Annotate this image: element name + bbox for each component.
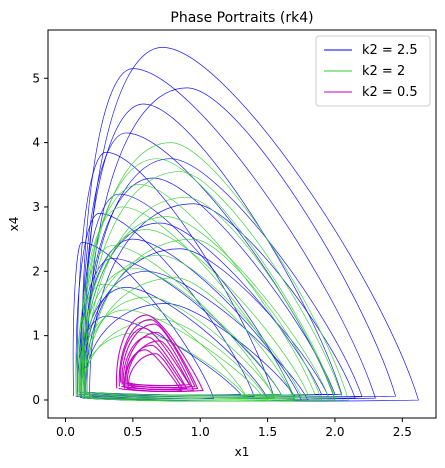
- orbit-line: [79, 332, 249, 400]
- orbit-line: [79, 267, 282, 396]
- legend-box: [315, 35, 431, 107]
- orbit-line: [85, 196, 336, 402]
- x-tick-label: 1.0: [191, 425, 210, 439]
- series-layer: [72, 47, 419, 402]
- orbit-line: [124, 349, 183, 392]
- x-axis-ticks: 0.0 0.5 1.0 1.5 2.0 2.5: [56, 418, 412, 439]
- orbit-line: [84, 277, 296, 402]
- x-axis-label: x1: [235, 445, 250, 459]
- x-tick-label: 2.5: [393, 425, 412, 439]
- legend: k2 = 2.5 k2 = 2 k2 = 0.5: [315, 35, 431, 107]
- series-2: [116, 314, 204, 392]
- legend-label: k2 = 2.5: [362, 43, 418, 58]
- orbit-line: [86, 87, 397, 398]
- x-tick-label: 0.5: [123, 425, 142, 439]
- plot-frame: [47, 29, 437, 419]
- orbit-line: [126, 340, 192, 389]
- y-axis-ticks: 0 1 2 3 4 5: [32, 71, 48, 407]
- orbit-line: [81, 296, 275, 398]
- y-tick-label: 3: [32, 200, 40, 214]
- chart-title: Phase Portraits (rk4): [170, 10, 313, 26]
- x-tick-label: 2.0: [325, 425, 344, 439]
- y-tick-label: 4: [32, 136, 40, 150]
- y-tick-label: 2: [32, 264, 40, 278]
- orbit-line: [78, 309, 262, 396]
- orbit-line: [77, 151, 275, 400]
- orbit-line: [82, 319, 269, 402]
- legend-label: k2 = 0.5: [362, 85, 418, 100]
- y-tick-label: 1: [32, 329, 40, 343]
- x-tick-label: 1.5: [258, 425, 277, 439]
- y-tick-label: 0: [32, 393, 40, 407]
- legend-label: k2 = 2: [362, 64, 405, 79]
- orbit-line: [82, 142, 349, 402]
- y-axis-label: x4: [7, 217, 21, 232]
- orbit-line: [128, 353, 184, 391]
- series-1: [75, 142, 349, 402]
- x-tick-label: 0.0: [56, 425, 75, 439]
- y-tick-label: 5: [32, 71, 40, 85]
